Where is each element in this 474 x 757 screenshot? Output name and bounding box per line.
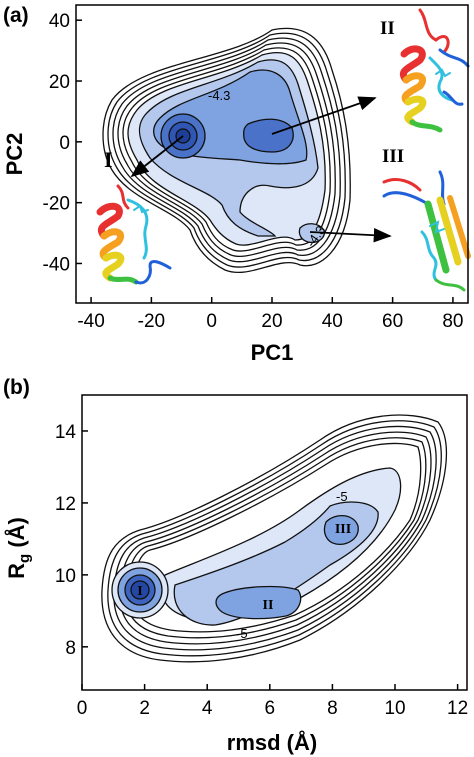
basin-I-core xyxy=(130,580,150,600)
state-label-II: II xyxy=(380,18,395,39)
contour-label: -5 xyxy=(236,626,248,641)
panel-a-ylabel: PC2 xyxy=(2,133,27,176)
contour-ring xyxy=(101,414,447,663)
y-tick-label: -20 xyxy=(43,194,70,215)
state-label-II: II xyxy=(263,598,274,613)
contour-ring xyxy=(119,431,432,645)
arrow-state-II xyxy=(271,96,377,135)
contour-ring xyxy=(112,37,341,263)
x-tick-label: 4 xyxy=(202,698,213,719)
x-tick-label: 60 xyxy=(382,311,403,332)
panel-b-label: (b) xyxy=(3,376,30,399)
panel-a-contour-lines xyxy=(102,27,351,274)
panel-b-ylabel: Rg (Å) xyxy=(3,517,33,579)
x-tick-label: 10 xyxy=(384,698,405,719)
basin-III xyxy=(298,223,325,244)
contour-ring xyxy=(125,437,427,639)
arrow-state-I xyxy=(130,135,184,178)
contour-ring xyxy=(117,42,336,257)
contour-ring xyxy=(102,27,351,274)
x-tick-label: 80 xyxy=(442,311,463,332)
y-tick-label: 0 xyxy=(59,133,70,154)
panel-a-ticks: -40 -20 0 20 40 60 80 40 20 0 -20 -40 xyxy=(43,11,464,332)
y-tick-label: 14 xyxy=(55,422,77,443)
contour-ring xyxy=(107,32,346,268)
x-tick-label: 0 xyxy=(206,311,217,332)
panel-a-xlabel: PC1 xyxy=(251,340,294,365)
panel-a-label: (a) xyxy=(3,4,29,27)
y-tick-label: 10 xyxy=(55,566,76,587)
x-tick-label: 12 xyxy=(447,698,468,719)
protein-structure-III xyxy=(382,170,471,292)
panel-b: (b) I II III -5 -5 0 2 4 6 8 10 12 14 12 10 xyxy=(3,376,468,755)
x-tick-label: 2 xyxy=(139,698,150,719)
x-tick-label: 0 xyxy=(77,698,88,719)
x-tick-label: 8 xyxy=(327,698,338,719)
x-tick-label: 6 xyxy=(265,698,276,719)
state-label-III: III xyxy=(335,522,351,537)
contour-ring xyxy=(113,425,437,651)
arrow-state-III xyxy=(309,227,392,243)
x-tick-label: 40 xyxy=(322,311,343,332)
state-label-I: I xyxy=(137,584,142,599)
panel-b-plot-area xyxy=(81,394,468,691)
basin-III xyxy=(323,515,359,545)
protein-structure-I xyxy=(96,184,172,285)
y-tick-label: 20 xyxy=(49,72,70,93)
contour-label: -4.3 xyxy=(208,88,230,103)
state-label-I: I xyxy=(104,147,113,172)
x-tick-label: -20 xyxy=(138,311,165,332)
panel-b-ticks: 0 2 4 6 8 10 12 14 12 10 8 xyxy=(55,422,468,719)
basin-II xyxy=(215,585,302,620)
y-tick-label: 40 xyxy=(49,11,70,32)
panel-b-xlabel: rmsd (Å) xyxy=(227,729,317,755)
x-tick-label: -40 xyxy=(77,311,104,332)
y-tick-label: 12 xyxy=(55,494,76,515)
basin-II xyxy=(242,118,294,153)
state-label-III: III xyxy=(382,146,404,167)
contour-label: -5 xyxy=(336,489,348,504)
y-tick-label: 8 xyxy=(65,638,76,659)
contour-ring xyxy=(122,47,331,252)
panel-b-contour-lines xyxy=(101,414,447,663)
y-tick-label: -40 xyxy=(43,254,70,275)
panel-a: (a) -4.3 -4.3 xyxy=(2,4,471,365)
x-tick-label: 20 xyxy=(261,311,282,332)
contour-ring xyxy=(107,420,442,657)
protein-structure-II xyxy=(399,8,470,133)
